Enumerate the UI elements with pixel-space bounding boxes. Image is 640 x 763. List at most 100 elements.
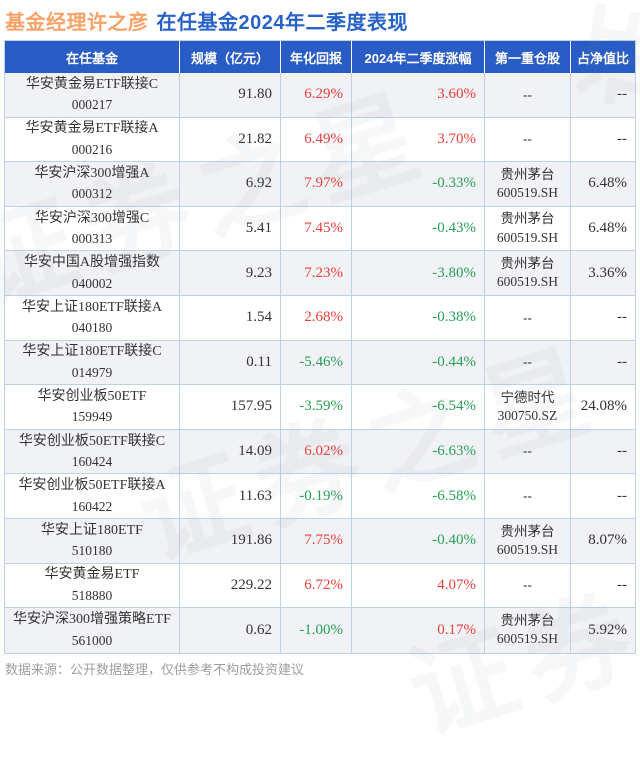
fund-name: 华安沪深300增强C: [34, 210, 150, 226]
scale-value: 229.22: [180, 563, 281, 608]
fund-code: 000216: [71, 141, 113, 157]
top-holding-name: 贵州茅台: [500, 166, 555, 182]
table-row: 华安沪深300增强A 000312 6.92 7.97% -0.33% 贵州茅台 6…: [5, 162, 635, 207]
scale-value: 21.82: [180, 117, 281, 162]
ratio-value: --: [617, 576, 627, 593]
annual-return-value: -1.00%: [281, 608, 352, 653]
top-holding-name: --: [523, 309, 532, 325]
table-row: 华安黄金易ETF联接C 000217 91.80 6.29% 3.60% -- -…: [5, 73, 635, 118]
header-scale: 规模（亿元）: [180, 41, 281, 73]
q2-change-value: 3.60%: [352, 73, 485, 117]
q2-change-value: -3.80%: [352, 251, 485, 295]
annual-return-value: 7.75%: [281, 518, 352, 563]
top-holding-name: --: [523, 488, 532, 504]
fund-name: 华安黄金易ETF: [44, 567, 140, 583]
q2-change-value: -0.33%: [352, 162, 485, 206]
fund-performance-table: 在任基金 规模（亿元） 年化回报 2024年二季度涨幅 第一重仓股 占净值比 华…: [4, 40, 636, 654]
annual-return-value: 6.29%: [281, 73, 352, 117]
header-fund-name: 在任基金: [5, 41, 180, 73]
top-holding-code: 600519.SH: [496, 229, 559, 245]
top-holding-code: 600519.SH: [496, 541, 559, 557]
top-holding-name: 宁德时代: [500, 389, 555, 405]
scale-value: 11.63: [180, 474, 281, 518]
scale-value: 191.86: [180, 518, 281, 563]
fund-code: 159949: [71, 409, 113, 425]
top-holding-code: 300750.SZ: [497, 407, 558, 423]
table-row: 华安黄金易ETF联接A 000216 21.82 6.49% 3.70% -- -…: [5, 117, 635, 163]
ratio-value: --: [617, 309, 627, 326]
header-annual-return: 年化回报: [281, 41, 352, 73]
table-row: 华安黄金易ETF 518880 229.22 6.72% 4.07% -- --: [5, 563, 635, 609]
annual-return-value: 2.68%: [281, 295, 352, 340]
table-row: 华安沪深300增强策略ETF 561000 0.62 -1.00% 0.17% 贵…: [5, 608, 635, 653]
scale-value: 14.09: [180, 429, 281, 474]
ratio-value: 24.08%: [580, 398, 627, 415]
table-row: 华安上证180ETF联接A 040180 1.54 2.68% -0.38% --…: [5, 295, 635, 341]
table-row: 华安创业板50ETF联接A 160422 11.63 -0.19% -6.58% …: [5, 474, 635, 519]
annual-return-value: 6.72%: [281, 563, 352, 608]
fund-code: 160424: [71, 453, 113, 469]
fund-code: 000312: [71, 186, 113, 202]
ratio-value: 5.92%: [588, 621, 627, 638]
scale-value: 6.92: [180, 162, 281, 206]
header-q2-change: 2024年二季度涨幅: [352, 41, 485, 73]
top-holding-name: 贵州茅台: [500, 255, 555, 271]
fund-name: 华安中国A股增强指数: [23, 255, 161, 271]
scale-value: 0.62: [180, 608, 281, 653]
top-holding-name: 贵州茅台: [500, 523, 555, 539]
q2-change-value: -6.54%: [352, 385, 485, 429]
q2-change-value: -0.44%: [352, 340, 485, 385]
q2-change-value: -6.63%: [352, 429, 485, 474]
annual-return-value: -0.19%: [281, 474, 352, 518]
scale-value: 9.23: [180, 251, 281, 295]
ratio-value: 8.07%: [588, 532, 627, 549]
annual-return-value: 7.23%: [281, 251, 352, 295]
ratio-value: 3.36%: [588, 264, 627, 281]
annual-return-value: -3.59%: [281, 385, 352, 429]
ratio-value: --: [617, 130, 627, 147]
scale-value: 5.41: [180, 206, 281, 251]
table-row: 华安中国A股增强指数 040002 9.23 7.23% -3.80% 贵州茅台 6…: [5, 251, 635, 296]
q2-change-value: -0.38%: [352, 295, 485, 340]
fund-name: 华安上证180ETF联接C: [22, 344, 162, 360]
fund-name: 华安沪深300增强策略ETF: [13, 612, 171, 628]
top-holding-name: --: [523, 131, 532, 147]
ratio-value: --: [617, 487, 627, 504]
fund-name: 华安创业板50ETF联接C: [18, 433, 166, 449]
header-top-holding: 第一重仓股: [485, 41, 571, 73]
data-source-note: 数据来源：公开数据整理，仅供参考不构成投资建议: [5, 662, 305, 677]
fund-code: 561000: [71, 632, 113, 648]
fund-name: 华安上证180ETF: [41, 522, 143, 538]
annual-return-value: -5.46%: [281, 340, 352, 385]
fund-code: 510180: [71, 543, 113, 559]
top-holding-name: --: [523, 443, 532, 459]
fund-name: 华安黄金易ETF联接A: [25, 121, 159, 137]
q2-change-value: 3.70%: [352, 117, 485, 162]
fund-name: 华安上证180ETF联接A: [22, 299, 162, 315]
manager-name: 基金经理许之彦: [5, 12, 149, 34]
scale-value: 91.80: [180, 73, 281, 117]
fund-code: 000217: [71, 97, 113, 113]
annual-return-value: 7.97%: [281, 162, 352, 206]
top-holding-code: 600519.SH: [496, 184, 559, 200]
annual-return-value: 7.45%: [281, 206, 352, 251]
fund-code: 518880: [71, 587, 113, 603]
ratio-value: --: [617, 353, 627, 370]
q2-change-value: 4.07%: [352, 563, 485, 608]
title-text: 在任基金2024年二季度表现: [156, 12, 408, 34]
q2-change-value: 0.17%: [352, 608, 485, 653]
table-header-row: 在任基金 规模（亿元） 年化回报 2024年二季度涨幅 第一重仓股 占净值比: [5, 41, 635, 73]
top-holding-name: --: [523, 354, 532, 370]
fund-name: 华安沪深300增强A: [34, 166, 150, 182]
page-title: 基金经理许之彦 在任基金2024年二季度表现: [5, 6, 408, 35]
fund-name: 华安创业板50ETF联接A: [18, 478, 166, 494]
top-holding-name: 贵州茅台: [500, 613, 555, 629]
top-holding-name: 贵州茅台: [500, 211, 555, 227]
table-row: 华安创业板50ETF 159949 157.95 -3.59% -6.54% 宁德…: [5, 385, 635, 430]
fund-code: 000313: [71, 230, 113, 246]
q2-change-value: -0.43%: [352, 206, 485, 251]
table-row: 华安沪深300增强C 000313 5.41 7.45% -0.43% 贵州茅台 6…: [5, 206, 635, 252]
annual-return-value: 6.49%: [281, 117, 352, 162]
top-holding-name: --: [523, 86, 532, 102]
q2-change-value: -0.40%: [352, 518, 485, 563]
